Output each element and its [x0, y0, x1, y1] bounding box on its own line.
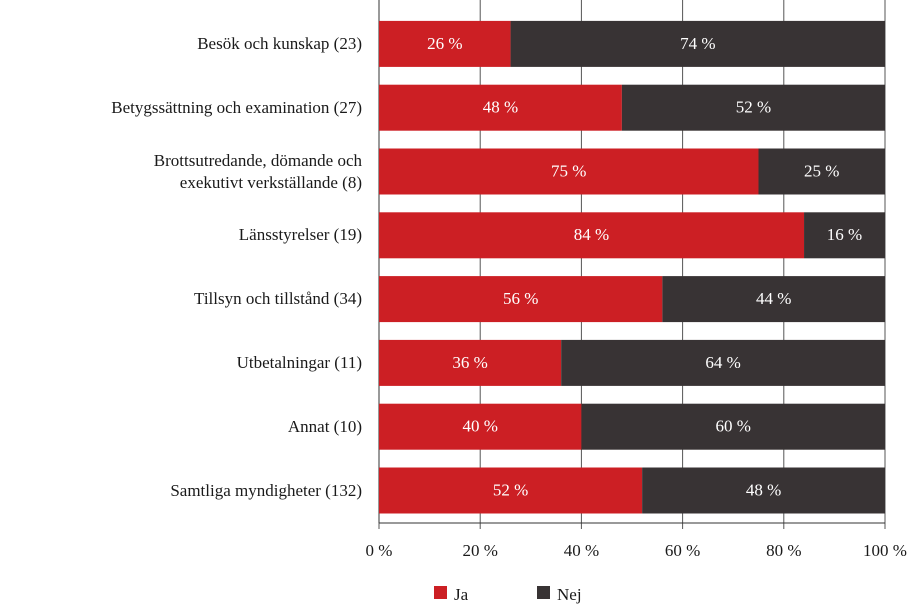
x-tick-label: 60 %: [665, 541, 700, 560]
value-label: 48 %: [746, 480, 781, 499]
bar-segment: [662, 276, 885, 323]
value-label: 26 %: [427, 34, 462, 53]
bar-segment: [581, 403, 885, 450]
bar-segment: [379, 20, 511, 67]
legend-swatch: [434, 586, 447, 599]
value-label: 75 %: [551, 161, 586, 180]
value-label: 25 %: [804, 161, 839, 180]
value-label: 48 %: [483, 98, 518, 117]
value-label: 52 %: [493, 480, 528, 499]
y-tick-label: Besök och kunskap (23): [197, 33, 362, 53]
y-tick-label: Länsstyrelser (19): [238, 225, 362, 245]
legend-label: Ja: [454, 585, 469, 604]
bar-segment: [379, 403, 582, 450]
bar-segment: [621, 84, 885, 131]
value-label: 56 %: [503, 289, 538, 308]
value-label: 36 %: [452, 353, 487, 372]
y-tick-label: Samtliga myndigheter (132): [170, 480, 362, 500]
x-tick-label: 0 %: [366, 541, 393, 560]
bar-segment: [379, 276, 663, 323]
bar-segment: [510, 20, 885, 67]
bar-segment: [379, 212, 805, 259]
bar-segment: [642, 467, 885, 514]
y-tick-label: Tillsyn och tillstånd (34): [194, 289, 362, 309]
value-label: 44 %: [756, 289, 791, 308]
bar-segment: [758, 148, 885, 195]
bar-segment: [379, 84, 622, 131]
x-tick-label: 20 %: [462, 541, 497, 560]
x-tick-label: 100 %: [863, 541, 907, 560]
value-label: 84 %: [574, 225, 609, 244]
y-tick-label: Brottsutredande, dömande och exekutivt v…: [153, 150, 362, 192]
value-label: 60 %: [715, 417, 750, 436]
bar-segment: [379, 467, 643, 514]
y-tick-label: Annat (10): [287, 416, 362, 436]
value-label: 74 %: [680, 34, 715, 53]
bar-segment: [804, 212, 885, 259]
y-tick-label: Betygssättning och examination (27): [111, 97, 362, 117]
value-label: 64 %: [705, 353, 740, 372]
value-label: 40 %: [462, 417, 497, 436]
legend-label: Nej: [557, 585, 582, 604]
legend-swatch: [537, 586, 550, 599]
bar-segment: [561, 339, 885, 386]
value-label: 16 %: [827, 225, 862, 244]
x-tick-label: 80 %: [766, 541, 801, 560]
x-tick-label: 40 %: [564, 541, 599, 560]
bar-segment: [379, 339, 562, 386]
y-tick-label: Utbetalningar (11): [236, 352, 362, 372]
bar-segment: [379, 148, 759, 195]
value-label: 52 %: [736, 98, 771, 117]
